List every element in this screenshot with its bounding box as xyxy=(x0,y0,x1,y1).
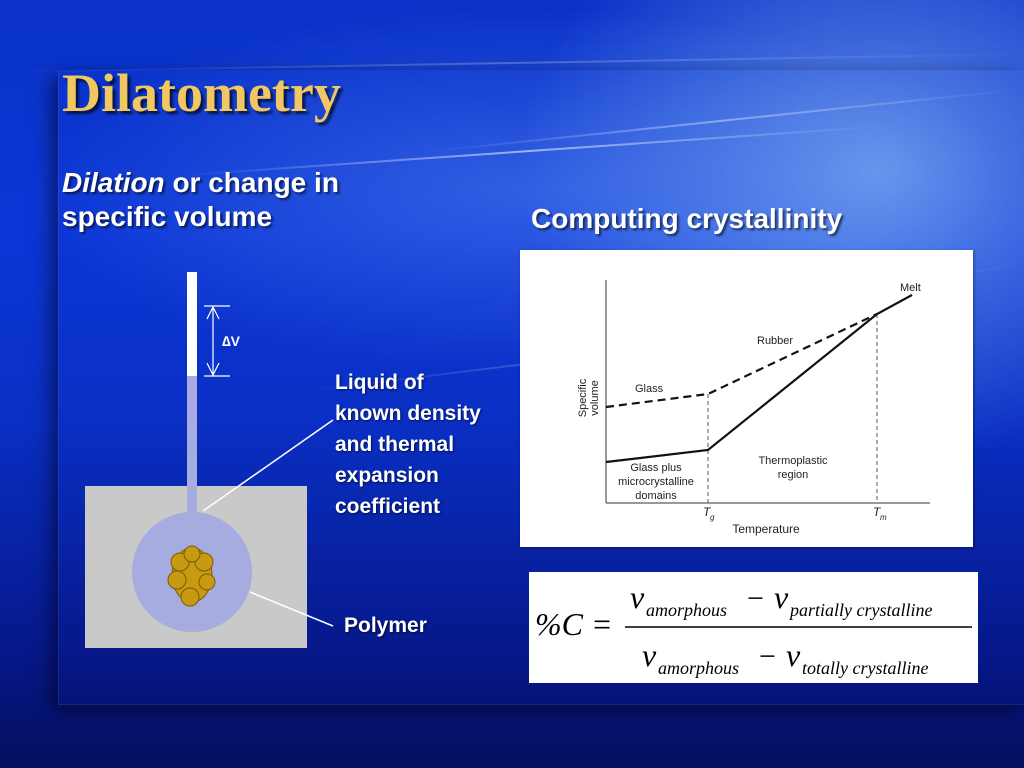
left-heading-italic: Dilation xyxy=(62,167,165,198)
x-axis-label: Temperature xyxy=(732,522,800,536)
y-axis-label-line: volume xyxy=(589,380,601,415)
liquid-label-line: expansion xyxy=(335,464,439,487)
capillary-liquid xyxy=(187,376,197,516)
capillary-empty xyxy=(187,272,197,376)
numerator-v2: v xyxy=(774,579,789,615)
crystallinity-formula: %C = v amorphous − v partially crystalli… xyxy=(529,572,978,683)
liquid-label-line: and thermal xyxy=(335,433,455,456)
label-melt: Melt xyxy=(900,282,921,294)
denominator-v2: v xyxy=(786,637,801,673)
semicrystalline-solid-line xyxy=(605,294,913,464)
tick-tg-sub: g xyxy=(710,513,715,522)
denominator-sub-totally: totally crystalline xyxy=(802,658,928,678)
label-glass-plus: Glass plus microcrystalline domains xyxy=(618,462,694,502)
liquid-label: Liquid of known density and thermal expa… xyxy=(335,367,481,522)
denominator-v1: v xyxy=(642,637,657,673)
numerator-minus: − xyxy=(747,582,764,615)
y-axis-label: Specific volume xyxy=(577,378,601,417)
glass-rubber-dashed-line xyxy=(605,313,878,409)
label-rubber: Rubber xyxy=(757,335,793,347)
numerator-v1: v xyxy=(630,579,645,615)
liquid-label-line: Liquid of xyxy=(335,371,424,394)
liquid-label-line: known density xyxy=(335,402,481,425)
numerator-sub-amorphous: amorphous xyxy=(646,600,727,620)
delta-v-label: ∆V xyxy=(222,333,241,349)
label-thermoplastic: Thermoplastic region xyxy=(758,455,828,481)
numerator-sub-partially: partially crystalline xyxy=(788,600,932,620)
formula-svg: %C = v amorphous − v partially crystalli… xyxy=(535,579,972,678)
formula-lhs: %C = xyxy=(535,606,613,642)
denominator-minus: − xyxy=(759,640,776,673)
label-thermoplastic-line: region xyxy=(778,469,809,481)
denominator-sub-amorphous: amorphous xyxy=(658,658,739,678)
formula-denominator: v amorphous − v totally crystalline xyxy=(642,637,928,678)
specific-volume-chart: Specific volume Temperature T g T m Melt… xyxy=(577,280,930,536)
left-heading-rest: or change in xyxy=(164,167,339,198)
dv-arrow-head-up xyxy=(206,305,220,320)
liquid-leader-line xyxy=(202,419,334,512)
y-axis-label-line: Specific xyxy=(577,378,589,417)
polymer-label: Polymer xyxy=(344,614,427,637)
formula-numerator: v amorphous − v partially crystalline xyxy=(630,579,932,620)
label-glass-plus-line: domains xyxy=(635,490,677,502)
label-glass: Glass xyxy=(635,383,664,395)
left-heading-line2: specific volume xyxy=(62,201,273,232)
left-heading: Dilation or change in specific volume xyxy=(62,166,339,234)
polymer-leader-line xyxy=(249,591,334,627)
tick-tg-main: T xyxy=(703,505,712,519)
liquid-label-line: coefficient xyxy=(335,495,441,518)
slide-title: Dilatometry xyxy=(62,63,341,123)
tick-tg: T g xyxy=(703,505,715,522)
right-heading: Computing crystallinity xyxy=(531,203,843,234)
crystallinity-chart-panel: Specific volume Temperature T g T m Melt… xyxy=(520,250,973,547)
dv-arrow-head-down xyxy=(206,362,220,377)
dilatometer-diagram: ∆V xyxy=(85,272,334,648)
tick-tm-sub: m xyxy=(880,513,887,522)
label-thermoplastic-line: Thermoplastic xyxy=(758,455,828,467)
label-glass-plus-line: microcrystalline xyxy=(618,476,694,488)
label-glass-plus-line: Glass plus xyxy=(630,462,682,474)
tick-tm: T m xyxy=(873,505,887,522)
tick-tm-main: T xyxy=(873,505,882,519)
polymer-sample xyxy=(167,545,216,607)
